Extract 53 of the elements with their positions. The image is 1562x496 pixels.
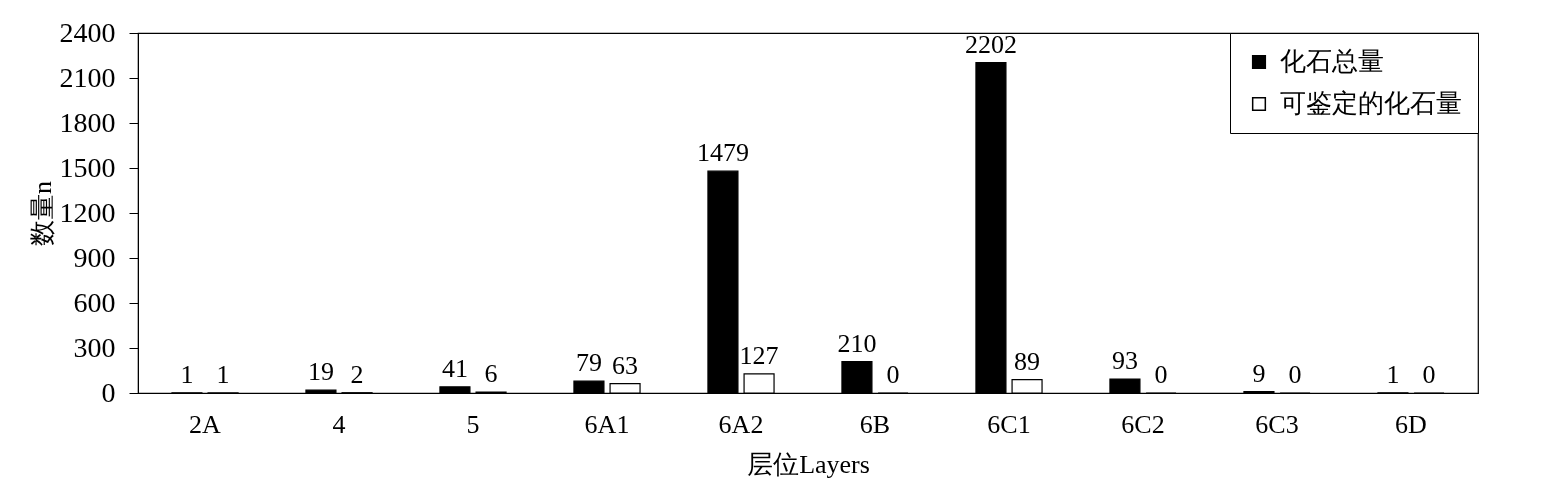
bar [1109, 378, 1141, 394]
data-label: 79 [575, 348, 602, 378]
data-label: 6 [484, 359, 498, 389]
x-tick-label: 6B [859, 409, 891, 439]
data-label: 63 [612, 350, 639, 380]
bar [305, 389, 337, 394]
data-label: 9 [1252, 358, 1266, 388]
data-label: 1 [1386, 359, 1400, 389]
data-label: 1479 [696, 138, 749, 168]
x-tick-label: 5 [466, 409, 480, 439]
data-label: 89 [1014, 346, 1041, 376]
data-label: 2202 [964, 29, 1017, 59]
bar [439, 386, 471, 394]
x-tick-label: 6C3 [1255, 409, 1299, 439]
bar [975, 62, 1007, 394]
data-label: 0 [1154, 360, 1168, 389]
y-tick-label: 300 [73, 331, 116, 363]
y-tick-label: 1800 [59, 106, 116, 138]
legend-label: 可鉴定的化石量 [1280, 89, 1462, 118]
bar [573, 380, 605, 394]
data-label: 1 [216, 359, 230, 389]
y-tick-label: 600 [73, 286, 116, 318]
data-label: 210 [837, 328, 877, 358]
data-label: 19 [307, 357, 334, 387]
bar [743, 373, 775, 394]
x-tick-label: 6A2 [718, 409, 764, 439]
x-tick-label: 2A [189, 409, 222, 439]
data-label: 0 [1288, 360, 1302, 389]
x-tick-label: 6D [1395, 409, 1427, 439]
x-axis-title: 层位Layers [747, 449, 870, 479]
bar [841, 360, 873, 394]
x-tick-label: 6C2 [1121, 409, 1165, 439]
data-label: 1 [180, 359, 194, 389]
x-tick-label: 6C1 [987, 409, 1031, 439]
bar [609, 382, 641, 394]
x-tick-label: 6A1 [584, 409, 630, 439]
y-tick-label: 2400 [59, 16, 116, 48]
data-label: 2 [350, 359, 364, 389]
data-label: 127 [739, 340, 779, 370]
legend-label: 化石总量 [1280, 47, 1384, 76]
data-label: 0 [886, 360, 900, 389]
y-tick-label: 1200 [59, 196, 116, 228]
data-label: 93 [1111, 346, 1138, 376]
y-tick-label: 2100 [59, 61, 116, 93]
bar [707, 170, 739, 394]
data-label: 0 [1422, 360, 1436, 389]
y-axis-title: 数量n [27, 181, 57, 246]
x-tick-label: 4 [332, 409, 346, 439]
y-tick-label: 0 [101, 376, 116, 408]
y-tick-label: 900 [73, 241, 116, 273]
bar [1011, 379, 1043, 394]
data-label: 41 [441, 353, 468, 383]
y-tick-label: 1500 [59, 151, 116, 183]
